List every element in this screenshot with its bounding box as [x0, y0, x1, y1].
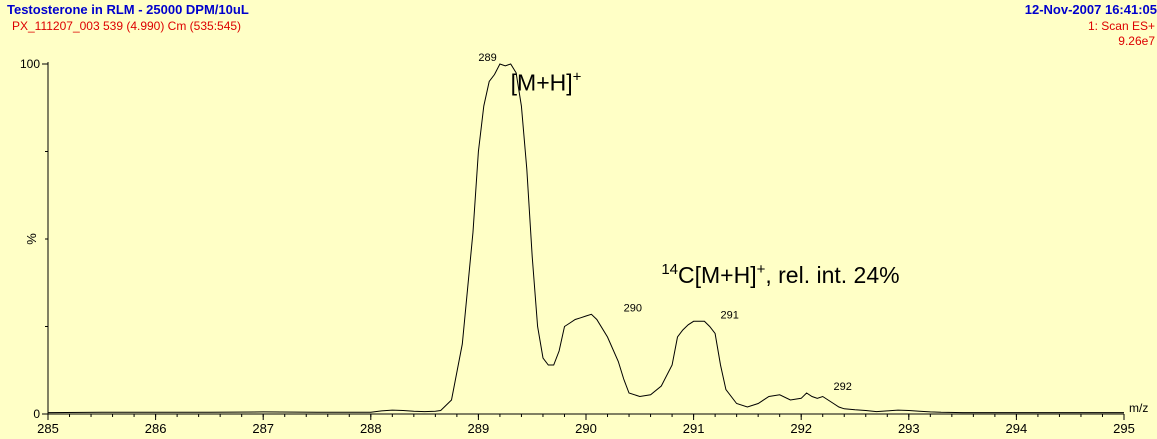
- peak-label: 291: [721, 309, 739, 321]
- x-tick-label: 288: [360, 421, 382, 436]
- peak-label: 289: [478, 52, 496, 64]
- x-tick-label: 293: [898, 421, 920, 436]
- axis-ticks: 285 286 287 288 289 290 291 292 293 294 295 0 100: [20, 57, 1135, 436]
- annotation-c14: 14C[M+H]+, rel. int. 24%: [661, 261, 899, 288]
- peak-label: 290: [624, 302, 642, 314]
- x-tick-label: 289: [468, 421, 490, 436]
- peak-annotations: [M+H]+ 14C[M+H]+, rel. int. 24%: [511, 68, 900, 288]
- base-peak-intensity: 9.26e7: [1118, 34, 1155, 48]
- x-tick-label: 285: [37, 421, 59, 436]
- peak-label: 292: [833, 381, 851, 393]
- y-axis-label: %: [24, 233, 39, 245]
- x-axis-label: m/z: [1129, 401, 1148, 415]
- spectrum-trace: [47, 63, 1124, 414]
- x-tick-label: 292: [790, 421, 812, 436]
- x-tick-label: 295: [1113, 421, 1135, 436]
- annotation-mh: [M+H]+: [511, 68, 582, 95]
- scan-subtitle: PX_111207_003 539 (4.990) Cm (535:545): [12, 19, 242, 33]
- y-tick-label: 100: [20, 57, 40, 71]
- x-tick-label: 287: [252, 421, 274, 436]
- y-tick-label: 0: [33, 407, 40, 421]
- peak-labels: 289 290 291 292: [478, 52, 851, 393]
- x-tick-label: 291: [683, 421, 705, 436]
- x-tick-label: 286: [145, 421, 167, 436]
- chart-title: Testosterone in RLM - 25000 DPM/10uL: [7, 2, 249, 17]
- x-tick-label: 294: [1006, 421, 1028, 436]
- x-tick-label: 290: [575, 421, 597, 436]
- scan-mode: 1: Scan ES+: [1087, 19, 1155, 33]
- acquisition-datetime: 12-Nov-2007 16:41:05: [1024, 2, 1157, 17]
